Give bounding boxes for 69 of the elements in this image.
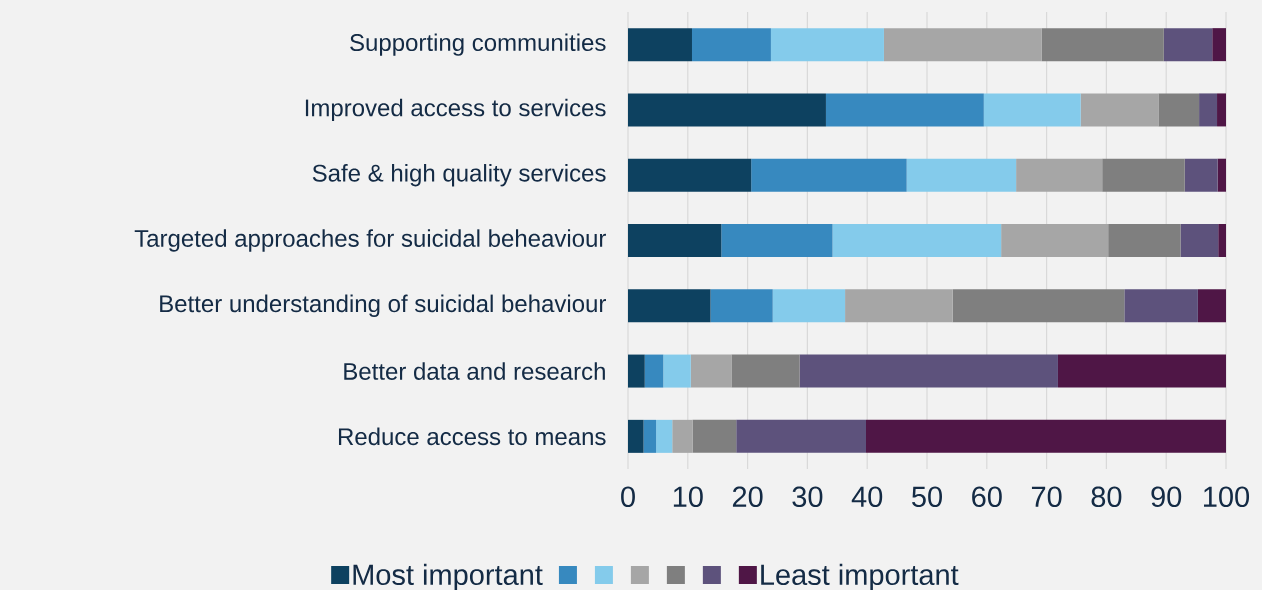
x-tick-label: 30: [792, 486, 823, 507]
bar: [656, 419, 673, 453]
bar: [691, 28, 771, 62]
y-tick-label: Reduce access to means: [338, 427, 606, 446]
bar: [799, 354, 1058, 388]
bar: [628, 93, 826, 127]
y-tick-label: Supporting communities: [350, 33, 606, 56]
x-tick-label: 80: [1091, 486, 1122, 507]
bar: [1158, 93, 1200, 127]
bar: [845, 289, 953, 323]
x-tick-label: 90: [1151, 486, 1182, 507]
bar: [983, 93, 1081, 127]
bar: [731, 354, 800, 388]
y-tick-label: Improved access to services: [305, 98, 606, 121]
bar: [663, 354, 691, 388]
bar: [710, 289, 773, 323]
y-tick-label: Better data and research: [344, 362, 605, 380]
bar: [1124, 289, 1198, 323]
bar: [751, 158, 907, 192]
bar: [628, 289, 711, 323]
bar: [1199, 93, 1218, 127]
bar: [1218, 223, 1226, 257]
legend-label: Least important: [761, 563, 959, 590]
bar: [692, 419, 737, 453]
bar: [770, 28, 884, 62]
x-tick-label: 20: [732, 486, 763, 507]
bar: [1108, 223, 1181, 257]
bar: [1080, 93, 1159, 127]
bar: [1163, 28, 1213, 62]
bar: [906, 158, 1017, 192]
bar: [1217, 93, 1226, 127]
bar: [866, 419, 1226, 453]
x-tick-label: 40: [851, 486, 883, 507]
bar: [628, 354, 645, 388]
y-tick-label: Safe & high quality services: [312, 163, 606, 187]
bar: [690, 354, 732, 388]
x-tick-label: 50: [912, 486, 942, 507]
bar: [643, 419, 657, 453]
x-tick-label: 70: [1031, 486, 1062, 507]
bar: [628, 223, 722, 257]
bar: [1102, 158, 1185, 192]
bar: [628, 28, 692, 62]
y-tick-label: Better understanding of suicidal behaviour: [160, 294, 606, 317]
bar: [1212, 28, 1226, 62]
legend-label: Most important: [353, 563, 543, 590]
x-tick-label: 10: [673, 486, 703, 507]
y-tick-label: Targeted approaches for suicidal beheaviour: [134, 229, 606, 252]
bar: [628, 419, 644, 453]
x-tick-label: 0: [621, 486, 635, 507]
bar: [883, 28, 1042, 62]
x-tick-label: 100: [1204, 486, 1250, 507]
bar: [1001, 223, 1109, 257]
bar: [736, 419, 866, 453]
bar: [672, 419, 693, 453]
bar: [1016, 158, 1103, 192]
bar: [1197, 289, 1226, 323]
bar: [772, 289, 846, 323]
bar: [1057, 354, 1226, 388]
bar: [832, 223, 1002, 257]
bar: [721, 223, 833, 257]
bar: [628, 158, 752, 192]
bar: [1217, 158, 1226, 192]
x-tick-label: 60: [972, 486, 1002, 507]
bar: [1180, 223, 1219, 257]
bar: [1184, 158, 1218, 192]
bar: [825, 93, 984, 127]
bar: [644, 354, 664, 388]
bar: [1041, 28, 1164, 62]
bar: [952, 289, 1125, 323]
